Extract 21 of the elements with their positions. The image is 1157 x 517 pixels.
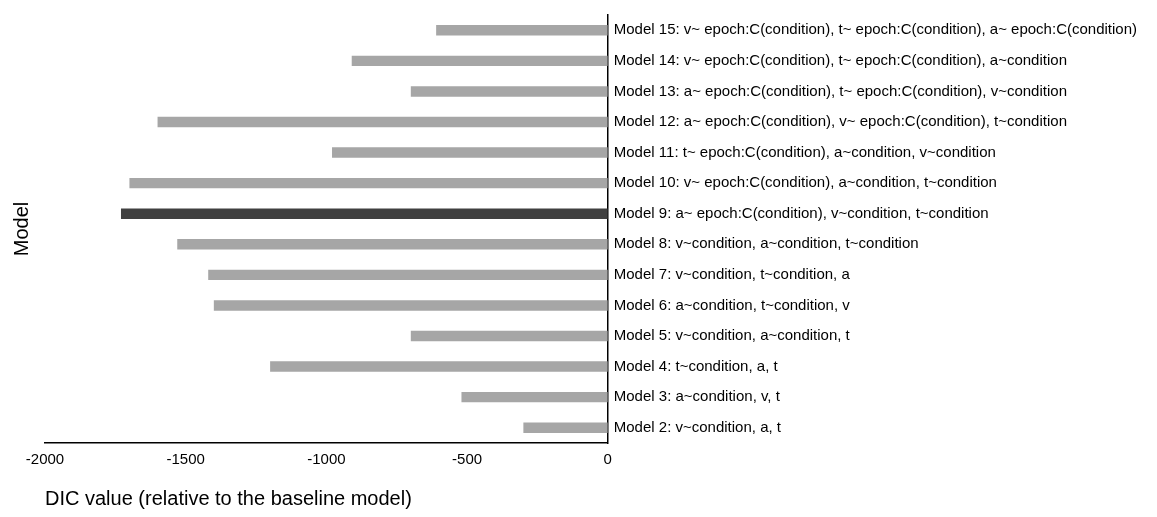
y-tick-label: Model 3: a~condition, v, t	[613, 387, 781, 405]
x-tick-label: -2000	[25, 450, 65, 468]
y-tick-label: Model 6: a~condition, t~condition, v	[613, 295, 851, 313]
y-axis-title: Model	[9, 201, 32, 257]
y-tick-label: Model 8: v~condition, a~condition, t~condition	[613, 234, 919, 252]
y-tick-label: Model 14: v~ epoch:C(condition), t~ epoch:C(condition), a~condition	[613, 51, 1067, 68]
y-tick-label: Model 12: a~ epoch:C(condition), v~ epoch:C(condition), t~condition	[613, 112, 1067, 130]
x-tick-label: 0	[603, 450, 612, 468]
y-tick-label: Model 10: v~ epoch:C(condition), a~condition, t~condition	[613, 173, 997, 191]
x-tick-label: -1000	[307, 450, 346, 468]
x-axis-title: DIC value (relative to the baseline model)	[45, 486, 412, 509]
y-tick-label: Model 7: v~condition, t~condition, a	[613, 265, 851, 282]
y-tick-label: Model 9: a~ epoch:C(condition), v~condition, t~condition	[613, 203, 989, 221]
y-tick-label: Model 15: v~ epoch:C(condition), t~ epoch:C(condition), a~ epoch:C(condition)	[613, 20, 1138, 38]
y-tick-label: Model 2: v~condition, a, t	[613, 417, 782, 435]
y-tick-label: Model 4: t~condition, a, t	[613, 356, 779, 374]
y-tick-label: Model 13: a~ epoch:C(condition), t~ epoch:C(condition), v~condition	[613, 81, 1067, 99]
y-tick-label: Model 11: t~ epoch:C(condition), a~condition, v~condition	[613, 142, 996, 160]
x-tick-label: -1500	[166, 450, 205, 468]
y-tick-label: Model 5: v~condition, a~condition, t	[613, 326, 851, 344]
x-tick-label: -500	[452, 450, 483, 468]
